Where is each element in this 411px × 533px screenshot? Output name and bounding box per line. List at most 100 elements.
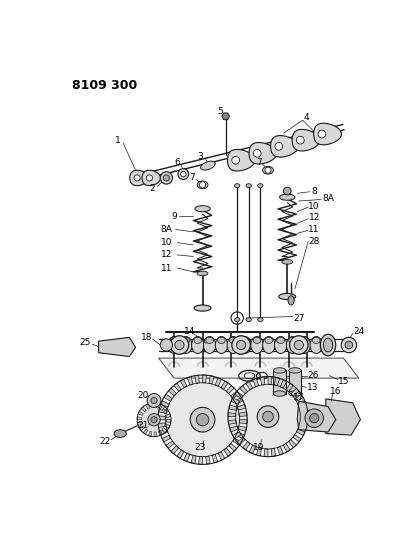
Text: 20: 20 <box>138 391 149 400</box>
Text: 23: 23 <box>194 443 206 452</box>
Polygon shape <box>159 358 359 378</box>
Polygon shape <box>143 429 148 434</box>
Polygon shape <box>236 432 245 439</box>
Ellipse shape <box>246 318 252 321</box>
Polygon shape <box>280 379 287 388</box>
Polygon shape <box>206 456 210 464</box>
Polygon shape <box>137 422 143 425</box>
Text: 7: 7 <box>189 173 195 182</box>
Circle shape <box>142 407 166 432</box>
Polygon shape <box>283 443 290 452</box>
Polygon shape <box>231 398 240 404</box>
Polygon shape <box>289 370 301 393</box>
Polygon shape <box>215 378 222 386</box>
Ellipse shape <box>251 336 263 353</box>
Polygon shape <box>239 412 247 416</box>
Polygon shape <box>165 424 170 428</box>
Polygon shape <box>296 429 305 435</box>
Polygon shape <box>191 455 196 464</box>
Polygon shape <box>235 398 243 404</box>
Circle shape <box>290 336 308 354</box>
Ellipse shape <box>114 430 126 438</box>
Ellipse shape <box>288 296 294 305</box>
Circle shape <box>180 172 186 177</box>
Circle shape <box>345 341 353 349</box>
Ellipse shape <box>215 336 228 353</box>
Text: 9: 9 <box>171 212 177 221</box>
Ellipse shape <box>168 336 180 353</box>
Polygon shape <box>233 438 241 445</box>
Polygon shape <box>166 441 174 448</box>
Text: 14: 14 <box>184 327 195 336</box>
Polygon shape <box>291 389 299 396</box>
Text: 3: 3 <box>197 152 203 161</box>
Polygon shape <box>99 337 136 357</box>
Ellipse shape <box>320 334 336 356</box>
Polygon shape <box>169 388 176 396</box>
Ellipse shape <box>180 336 192 353</box>
Ellipse shape <box>201 161 215 170</box>
Polygon shape <box>159 408 167 413</box>
Polygon shape <box>162 427 167 433</box>
Polygon shape <box>228 149 255 171</box>
Ellipse shape <box>258 318 263 321</box>
Polygon shape <box>300 409 308 414</box>
Text: 8A: 8A <box>160 225 172 234</box>
Polygon shape <box>277 447 283 455</box>
Polygon shape <box>268 377 272 384</box>
Polygon shape <box>199 457 203 464</box>
Text: 19: 19 <box>253 443 265 452</box>
Ellipse shape <box>300 337 308 343</box>
Polygon shape <box>158 430 162 435</box>
Circle shape <box>341 337 357 353</box>
Polygon shape <box>271 448 276 456</box>
Circle shape <box>232 336 250 354</box>
Polygon shape <box>249 445 256 454</box>
Ellipse shape <box>197 181 208 189</box>
Text: 10: 10 <box>161 238 172 247</box>
Circle shape <box>257 406 279 427</box>
Ellipse shape <box>298 336 311 353</box>
Ellipse shape <box>279 294 296 300</box>
Polygon shape <box>256 448 262 456</box>
Polygon shape <box>138 411 143 416</box>
Polygon shape <box>166 419 171 423</box>
Polygon shape <box>229 443 237 451</box>
Ellipse shape <box>310 336 322 353</box>
Text: 21: 21 <box>138 422 149 430</box>
Circle shape <box>294 341 303 350</box>
Polygon shape <box>137 417 142 419</box>
Circle shape <box>236 341 246 350</box>
Polygon shape <box>160 405 165 410</box>
Polygon shape <box>242 442 250 450</box>
Ellipse shape <box>265 337 272 343</box>
Polygon shape <box>156 403 160 408</box>
Polygon shape <box>161 401 169 407</box>
Text: 5: 5 <box>217 107 223 116</box>
Circle shape <box>134 175 140 181</box>
Polygon shape <box>253 378 259 387</box>
Ellipse shape <box>194 305 211 311</box>
Polygon shape <box>139 426 145 431</box>
Text: 12: 12 <box>309 213 320 222</box>
Text: 22: 22 <box>99 437 111 446</box>
Ellipse shape <box>263 166 273 174</box>
Ellipse shape <box>275 336 287 353</box>
Ellipse shape <box>273 368 286 373</box>
Circle shape <box>148 414 160 426</box>
Ellipse shape <box>170 337 178 343</box>
Ellipse shape <box>323 338 332 352</box>
Text: 12: 12 <box>161 251 172 260</box>
Ellipse shape <box>235 318 240 321</box>
Polygon shape <box>228 420 236 424</box>
Text: 8A: 8A <box>322 194 334 203</box>
Polygon shape <box>164 394 172 401</box>
Polygon shape <box>162 435 171 442</box>
Circle shape <box>236 384 300 449</box>
Ellipse shape <box>246 184 252 188</box>
Ellipse shape <box>289 368 301 373</box>
Ellipse shape <box>263 336 275 353</box>
Polygon shape <box>218 451 225 460</box>
Circle shape <box>265 167 271 173</box>
Circle shape <box>146 175 152 181</box>
